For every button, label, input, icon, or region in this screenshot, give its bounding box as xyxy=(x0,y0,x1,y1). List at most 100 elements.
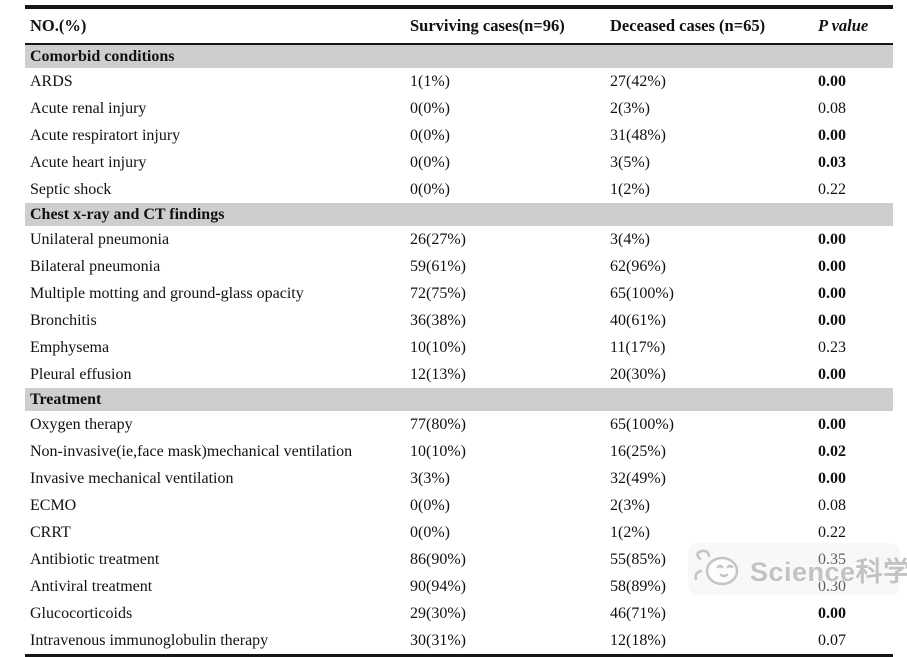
deceased-value: 11(17%) xyxy=(610,338,666,356)
deceased-value: 20(30%) xyxy=(610,365,666,383)
row-label: Pleural effusion xyxy=(30,365,132,383)
table-row: Bilateral pneumonia 59(61%) 62(96%) 0.00 xyxy=(25,253,893,280)
row-label: Emphysema xyxy=(30,338,110,356)
p-value: 0.00 xyxy=(818,604,846,622)
section-header-row: Chest x-ray and CT findings xyxy=(25,203,893,226)
deceased-value: 12(18%) xyxy=(610,631,666,649)
row-label: Oxygen therapy xyxy=(30,415,133,433)
surviving-value: 59(61%) xyxy=(410,257,466,275)
p-value: 0.00 xyxy=(818,72,846,90)
table-row: CRRT 0(0%) 1(2%) 0.22 xyxy=(25,519,893,546)
row-label: Bilateral pneumonia xyxy=(30,257,161,275)
deceased-value: 3(4%) xyxy=(610,230,650,248)
deceased-value: 46(71%) xyxy=(610,604,666,622)
surviving-value: 10(10%) xyxy=(410,338,466,356)
surviving-value: 86(90%) xyxy=(410,550,466,568)
clinical-outcomes-table: NO.(%) Surviving cases(n=96) Deceased ca… xyxy=(25,5,893,657)
p-value: 0.00 xyxy=(818,469,846,487)
p-value: 0.00 xyxy=(818,284,846,302)
table-row: Pleural effusion 12(13%) 20(30%) 0.00 xyxy=(25,361,893,388)
row-label: CRRT xyxy=(30,523,71,541)
surviving-value: 1(1%) xyxy=(410,72,450,90)
table-row: Antiviral treatment 90(94%) 58(89%) 0.30 xyxy=(25,573,893,600)
deceased-value: 16(25%) xyxy=(610,442,666,460)
surviving-value: 72(75%) xyxy=(410,284,466,302)
table-row: Acute renal injury 0(0%) 2(3%) 0.08 xyxy=(25,95,893,122)
p-value: 0.00 xyxy=(818,311,846,329)
header-row: NO.(%) Surviving cases(n=96) Deceased ca… xyxy=(25,7,893,45)
surviving-value: 0(0%) xyxy=(410,99,450,117)
p-value: 0.08 xyxy=(818,496,846,514)
table-row: Acute heart injury 0(0%) 3(5%) 0.03 xyxy=(25,149,893,176)
p-value: 0.02 xyxy=(818,442,846,460)
deceased-value: 40(61%) xyxy=(610,311,666,329)
surviving-value: 29(30%) xyxy=(410,604,466,622)
page: { "table": { "columns": [ "NO.(%)", "Sur… xyxy=(25,5,907,657)
surviving-value: 36(38%) xyxy=(410,311,466,329)
row-label: Bronchitis xyxy=(30,311,97,329)
row-label: ECMO xyxy=(30,496,77,514)
surviving-value: 0(0%) xyxy=(410,126,450,144)
surviving-value: 0(0%) xyxy=(410,496,450,514)
p-value: 0.00 xyxy=(818,365,846,383)
p-value: 0.08 xyxy=(818,99,846,117)
p-value: 0.03 xyxy=(818,153,846,171)
table-row: Invasive mechanical ventilation 3(3%) 32… xyxy=(25,465,893,492)
row-label: Intravenous immunoglobulin therapy xyxy=(30,631,269,649)
p-value: 0.00 xyxy=(818,257,846,275)
surviving-value: 26(27%) xyxy=(410,230,466,248)
p-value: 0.22 xyxy=(818,523,846,541)
table-row: Unilateral pneumonia 26(27%) 3(4%) 0.00 xyxy=(25,226,893,253)
deceased-value: 32(49%) xyxy=(610,469,666,487)
deceased-value: 1(2%) xyxy=(610,523,650,541)
row-label: Multiple motting and ground-glass opacit… xyxy=(30,284,304,302)
table-body: Comorbid conditions ARDS 1(1%) 27(42%) 0… xyxy=(25,44,893,656)
p-value: 0.00 xyxy=(818,415,846,433)
row-label: Acute renal injury xyxy=(30,99,147,117)
row-label: Acute respiratort injury xyxy=(30,126,181,144)
table-row: Non-invasive(ie,face mask)mechanical ven… xyxy=(25,438,893,465)
table-row: Intravenous immunoglobulin therapy 30(31… xyxy=(25,627,893,656)
table-row: Emphysema 10(10%) 11(17%) 0.23 xyxy=(25,334,893,361)
deceased-value: 1(2%) xyxy=(610,180,650,198)
table-row: ARDS 1(1%) 27(42%) 0.00 xyxy=(25,68,893,95)
surviving-value: 3(3%) xyxy=(410,469,450,487)
p-value: 0.30 xyxy=(818,577,846,595)
table-row: Glucocorticoids 29(30%) 46(71%) 0.00 xyxy=(25,600,893,627)
deceased-value: 62(96%) xyxy=(610,257,666,275)
deceased-value: 31(48%) xyxy=(610,126,666,144)
p-value: 0.00 xyxy=(818,230,846,248)
column-header-p-value: P value xyxy=(818,7,893,45)
row-label: Septic shock xyxy=(30,180,112,198)
row-label: Acute heart injury xyxy=(30,153,147,171)
deceased-value: 65(100%) xyxy=(610,415,674,433)
table-row: Septic shock 0(0%) 1(2%) 0.22 xyxy=(25,176,893,203)
table-row: Multiple motting and ground-glass opacit… xyxy=(25,280,893,307)
table-row: Acute respiratort injury 0(0%) 31(48%) 0… xyxy=(25,122,893,149)
p-value: 0.00 xyxy=(818,126,846,144)
row-label: Invasive mechanical ventilation xyxy=(30,469,234,487)
surviving-value: 77(80%) xyxy=(410,415,466,433)
column-header-surviving-cases: Surviving cases(n=96) xyxy=(410,7,610,45)
table-row: Bronchitis 36(38%) 40(61%) 0.00 xyxy=(25,307,893,334)
surviving-value: 0(0%) xyxy=(410,523,450,541)
section-title: Treatment xyxy=(25,388,893,411)
row-label: Antiviral treatment xyxy=(30,577,153,595)
surviving-value: 10(10%) xyxy=(410,442,466,460)
column-header-deceased-cases: Deceased cases (n=65) xyxy=(610,7,818,45)
deceased-value: 2(3%) xyxy=(610,496,650,514)
table-row: Oxygen therapy 77(80%) 65(100%) 0.00 xyxy=(25,411,893,438)
deceased-value: 2(3%) xyxy=(610,99,650,117)
table-header: NO.(%) Surviving cases(n=96) Deceased ca… xyxy=(25,7,893,45)
row-label: Non-invasive(ie,face mask)mechanical ven… xyxy=(30,442,353,460)
table-row: ECMO 0(0%) 2(3%) 0.08 xyxy=(25,492,893,519)
surviving-value: 30(31%) xyxy=(410,631,466,649)
p-value: 0.07 xyxy=(818,631,846,649)
row-label: Unilateral pneumonia xyxy=(30,230,170,248)
surviving-value: 0(0%) xyxy=(410,153,450,171)
section-header-row: Comorbid conditions xyxy=(25,44,893,68)
deceased-value: 65(100%) xyxy=(610,284,674,302)
deceased-value: 3(5%) xyxy=(610,153,650,171)
column-header-no-percent: NO.(%) xyxy=(25,7,410,45)
deceased-value: 58(89%) xyxy=(610,577,666,595)
